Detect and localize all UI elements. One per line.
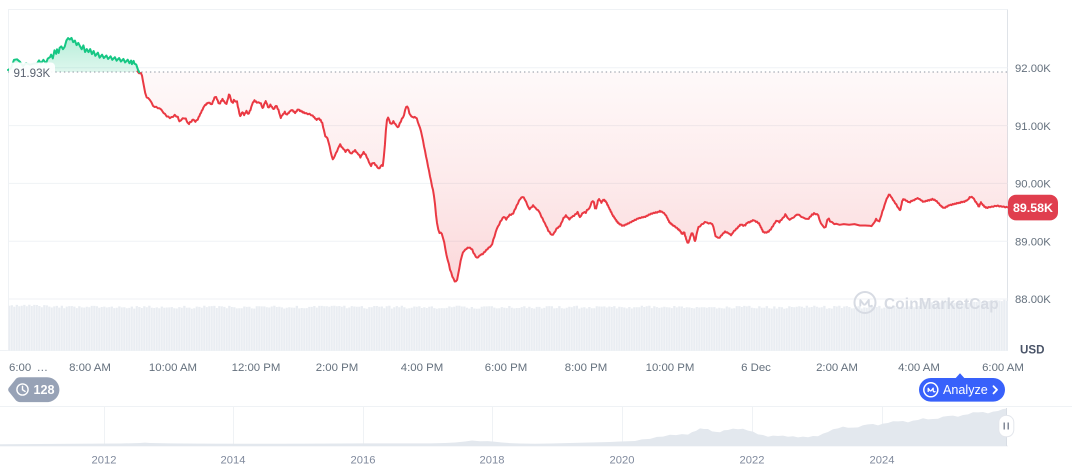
svg-text:89.00K: 89.00K xyxy=(1015,236,1051,248)
svg-text:4:00 AM: 4:00 AM xyxy=(898,362,940,374)
svg-text:CoinMarketCap: CoinMarketCap xyxy=(884,296,999,313)
svg-text:90.00K: 90.00K xyxy=(1015,179,1051,191)
svg-text:128: 128 xyxy=(34,383,55,397)
svg-text:6:00 …: 6:00 … xyxy=(9,362,48,374)
svg-text:2012: 2012 xyxy=(92,455,117,467)
svg-text:6:00 AM: 6:00 AM xyxy=(982,362,1024,374)
svg-text:91.93K: 91.93K xyxy=(14,67,51,80)
svg-text:2018: 2018 xyxy=(480,455,505,467)
svg-text:10:00 PM: 10:00 PM xyxy=(646,362,695,374)
svg-text:2:00 PM: 2:00 PM xyxy=(316,362,358,374)
svg-text:8:00 PM: 8:00 PM xyxy=(565,362,607,374)
svg-text:88.00K: 88.00K xyxy=(1015,294,1051,306)
svg-text:2022: 2022 xyxy=(740,455,765,467)
svg-text:6:00 PM: 6:00 PM xyxy=(485,362,527,374)
svg-text:2020: 2020 xyxy=(610,455,635,467)
svg-text:2:00 AM: 2:00 AM xyxy=(816,362,858,374)
svg-text:6 Dec: 6 Dec xyxy=(741,362,771,374)
svg-text:2024: 2024 xyxy=(870,455,895,467)
svg-text:USD: USD xyxy=(1020,344,1044,357)
svg-text:Analyze: Analyze xyxy=(943,383,988,397)
svg-text:2014: 2014 xyxy=(221,455,246,467)
svg-text:92.00K: 92.00K xyxy=(1015,63,1051,75)
svg-text:12:00 PM: 12:00 PM xyxy=(232,362,281,374)
svg-text:8:00 AM: 8:00 AM xyxy=(69,362,111,374)
svg-text:91.00K: 91.00K xyxy=(1015,121,1051,133)
svg-text:89.58K: 89.58K xyxy=(1013,201,1053,215)
svg-text:10:00 AM: 10:00 AM xyxy=(149,362,197,374)
svg-text:4:00 PM: 4:00 PM xyxy=(401,362,443,374)
svg-text:2016: 2016 xyxy=(351,455,376,467)
